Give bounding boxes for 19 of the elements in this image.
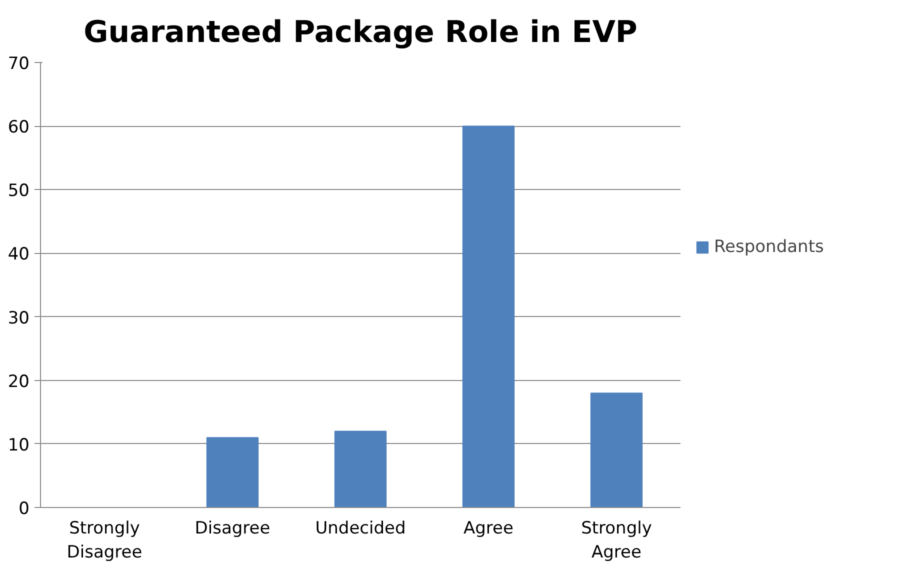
y-tick-label: 0 xyxy=(18,499,30,519)
y-tick-label: 50 xyxy=(8,181,30,202)
legend-label: Respondants xyxy=(714,237,824,257)
x-tick-label: Strongly Agree xyxy=(581,518,652,562)
x-tick-label: Disagree xyxy=(194,518,270,538)
bar xyxy=(334,430,387,508)
y-tick-label: 20 xyxy=(8,372,30,392)
y-tick-label: 10 xyxy=(8,435,30,456)
bar xyxy=(590,392,643,508)
chart-title: Guaranteed Package Role in EVP xyxy=(84,15,638,50)
x-tick-label: Undecided xyxy=(315,518,406,538)
y-tick-label: 70 xyxy=(8,54,30,74)
y-tick-label: 60 xyxy=(8,118,30,138)
y-tick-label: 40 xyxy=(8,244,30,265)
x-tick-label: Agree xyxy=(464,518,514,538)
bar xyxy=(206,437,259,508)
y-tick-label: 30 xyxy=(8,308,30,328)
bar xyxy=(462,126,515,508)
x-tick-label: Strongly Disagree xyxy=(66,518,142,562)
